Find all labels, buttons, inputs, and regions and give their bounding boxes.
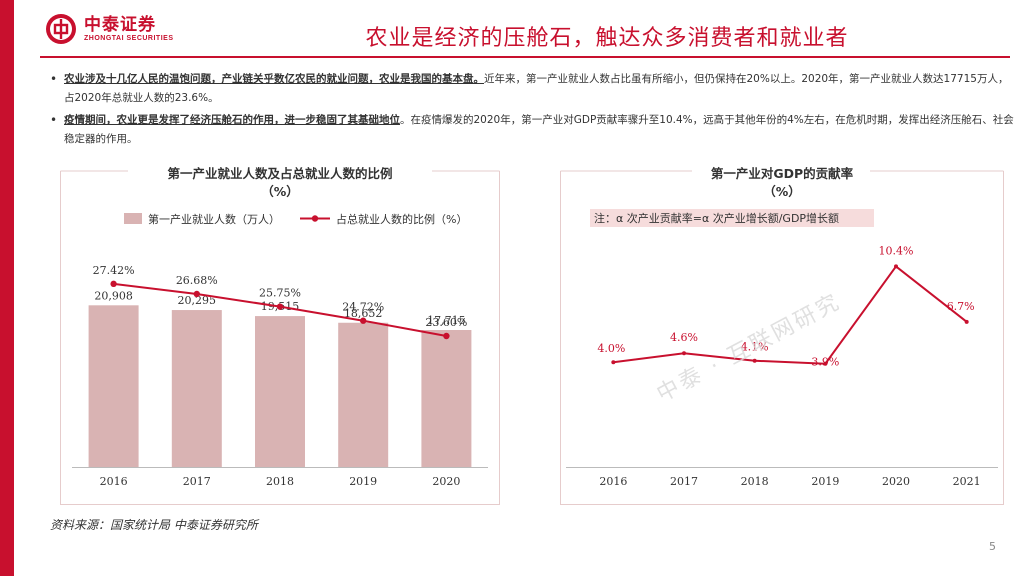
gdp-contribution-chart: 注：α 次产业贡献率=α 次产业增长额/GDP增长额 4.0% 4.6% 4.1% 3.… [560,170,1004,505]
ratio-point [276,303,284,310]
x-tick-label: 2020 [882,475,910,488]
gdp-contribution-chart-panel: 注：α 次产业贡献率=α 次产业增长额/GDP增长额 4.0% 4.6% 4.1% 3.… [560,165,1004,505]
ratio-point [360,317,367,324]
chart-title-unit: （%） [763,184,801,199]
contribution-data-label: 6.7% [947,300,975,313]
note-background [590,209,874,227]
contribution-data-label: 10.4% [879,244,914,257]
bullet-text: 近年来，第一产业就业人数占比虽有所缩小，但仍保持在20%以上。2020年，第一产… [64,73,1009,104]
chart-title: 第一产业对GDP的贡献率 （%） [560,165,1004,201]
x-tick-label: 2019 [811,475,839,488]
panel-border [60,171,500,505]
x-tick-label: 2017 [183,475,211,488]
contribution-data-label: 4.6% [670,331,698,344]
panel-border [560,171,1004,505]
bar-data-label: 18,652 [344,307,383,320]
bullet-item: 农业涉及十几亿人民的温饱问题，产业链关乎数亿农民的就业问题，农业是我国的基本盘。… [50,70,1014,108]
legend-swatch-bars [124,213,142,224]
chart-title-text: 第一产业就业人数及占总就业人数的比例 [167,166,393,181]
contribution-point [823,361,828,366]
bullet-bold: 农业涉及十几亿人民的温饱问题，产业链关乎数亿农民的就业问题，农业是我国的基本盘。 [64,73,484,85]
legend-swatch-line-marker [311,215,319,222]
contribution-point [682,351,686,356]
title-divider [40,56,1010,58]
bullet-item: 疫情期间，农业更是发挥了经济压舱石的作用，进一步稳固了其基础地位。在疫情爆发的2… [50,111,1014,149]
contribution-point [964,319,969,324]
source-note: 资料来源：国家统计局 中泰证券研究所 [50,518,258,532]
x-tick-label: 2020 [432,475,460,488]
brand-name-en: ZHONGTAI SECURITIES [84,35,174,42]
brand-name-cn: 中泰证券 [84,15,156,35]
employment-chart: 第一产业就业人数（万人） 占总就业人数的比例（%） 20,908 2016 20,295… [60,170,500,505]
contribution-point [894,264,898,269]
contribution-point [752,358,757,363]
chart-note: 注：α 次产业贡献率=α 次产业增长额/GDP增长额 [594,211,839,225]
ratio-point [443,332,450,340]
ratio-point [110,280,117,288]
ratio-data-label: 27.42% [93,264,135,277]
bar-data-label: 17,715 [427,314,466,327]
contribution-data-label: 4.1% [741,341,769,354]
ratio-point [193,290,200,298]
bar [255,316,305,467]
bar [171,310,222,467]
bar-data-label: 20,295 [178,294,217,307]
chart-title-unit: （%） [261,184,299,199]
chart-title-text: 第一产业对GDP的贡献率 [710,166,854,181]
contribution-point [611,360,616,365]
bar-data-label: 20,908 [94,289,133,302]
contribution-data-label: 4.0% [597,342,625,355]
x-tick-label: 2016 [100,475,128,488]
contribution-line [613,265,968,365]
zhongtai-logo-icon [46,14,76,44]
legend-label-line: 占总就业人数的比例（%） [336,212,467,226]
contribution-data-label: 3.9% [811,356,839,369]
ratio-data-label: 25.75% [259,287,301,300]
x-tick-label: 2018 [741,475,769,488]
brand-logo: 中泰证券 ZHONGTAI SECURITIES [44,12,173,46]
x-tick-label: 2019 [349,475,377,488]
ratio-data-label: 24.72% [342,301,384,314]
bullet-text: 。在疫情爆发的2020年，第一产业对GDP贡献率骤升至10.4%，远高于其他年份… [64,114,1014,145]
summary-bullets: 农业涉及十几亿人民的温饱问题，产业链关乎数亿农民的就业问题，农业是我国的基本盘。… [50,70,1014,152]
page-title: 农业是经济的压舱石，触达众多消费者和就业者 [365,26,849,51]
ratio-data-label: 26.68% [176,274,218,287]
legend-label-bars: 第一产业就业人数（万人） [148,212,280,226]
page-number: 5 [989,540,996,553]
ratio-data-label: 23.60% [425,316,467,329]
x-tick-label: 2017 [670,475,698,488]
bar [338,322,389,467]
x-tick-label: 2018 [266,475,294,488]
x-tick-label: 2016 [599,475,627,488]
bar [421,330,472,467]
chart-title: 第一产业就业人数及占总就业人数的比例 （%） [60,165,500,201]
bullet-bold: 疫情期间，农业更是发挥了经济压舱石的作用，进一步稳固了其基础地位 [64,114,400,126]
bar [88,305,139,467]
x-tick-label: 2021 [953,475,981,488]
left-accent-bar [0,0,14,576]
employment-chart-panel: 第一产业就业人数（万人） 占总就业人数的比例（%） 20,908 2016 20,295… [60,165,500,505]
